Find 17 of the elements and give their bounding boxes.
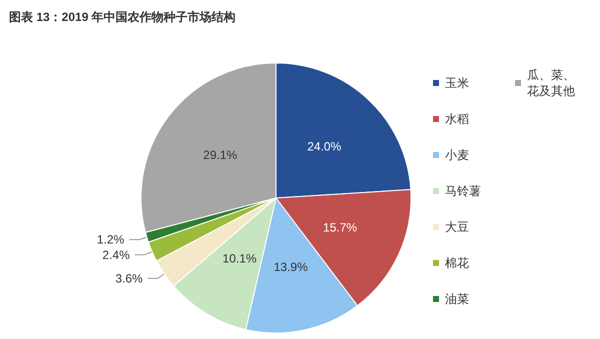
data-label: 1.2% (96, 232, 125, 247)
legend-label: 玉米 (445, 76, 469, 90)
legend-label: 棉花 (445, 256, 469, 270)
legend-label: 油菜 (445, 292, 469, 306)
data-label: 24.0% (307, 140, 342, 154)
legend-label: 马铃薯 (445, 184, 481, 198)
data-label: 13.9% (274, 260, 308, 274)
data-label: 2.4% (102, 248, 130, 262)
data-label: 10.1% (222, 251, 257, 266)
legend-label: 瓜、菜、花及其他 (527, 68, 575, 98)
chart-title: 图表 13：2019 年中国农作物种子市场结构 (9, 10, 236, 24)
legend-label: 水稻 (445, 112, 469, 126)
data-label: 3.6% (115, 271, 144, 286)
legend-label: 小麦 (445, 148, 469, 162)
data-label: 15.7% (323, 220, 358, 234)
legend-label: 大豆 (445, 220, 469, 234)
data-label: 29.1% (203, 148, 238, 162)
